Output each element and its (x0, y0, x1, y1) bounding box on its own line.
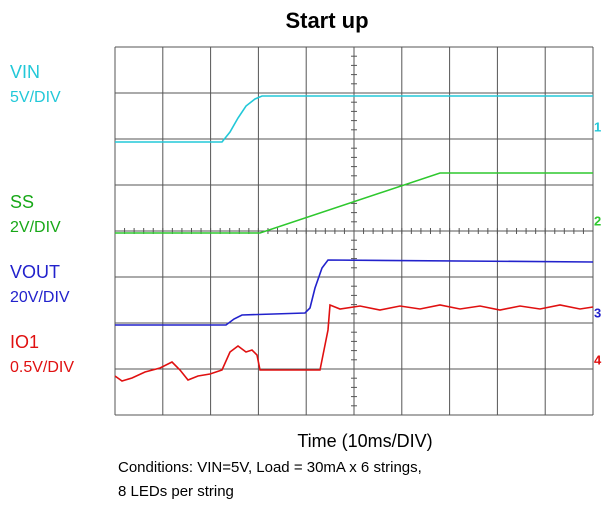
x-axis-label: Time (10ms/DIV) (297, 431, 432, 451)
channel-scale: 0.5V/DIV (10, 359, 74, 376)
channel-name: VIN (10, 62, 40, 82)
ss-trace (115, 172, 593, 234)
channel-scale: 20V/DIV (10, 289, 70, 306)
title: Start up (285, 8, 368, 33)
vin-trace (115, 95, 593, 143)
channel-marker: 3 (594, 305, 601, 320)
channel-name: SS (10, 192, 34, 212)
conditions-line: 8 LEDs per string (118, 483, 234, 500)
channel-scale: 5V/DIV (10, 89, 61, 106)
grid (114, 46, 594, 416)
channel-name: VOUT (10, 262, 60, 282)
io1-trace (114, 303, 594, 382)
channel-scale: 2V/DIV (10, 219, 61, 236)
vout-trace (115, 259, 594, 326)
channel-name: IO1 (10, 332, 39, 352)
conditions-line: Conditions: VIN=5V, Load = 30mA x 6 stri… (118, 459, 422, 476)
channel-marker: 4 (594, 352, 602, 367)
channel-marker: 2 (594, 213, 601, 228)
channel-marker: 1 (594, 119, 601, 134)
